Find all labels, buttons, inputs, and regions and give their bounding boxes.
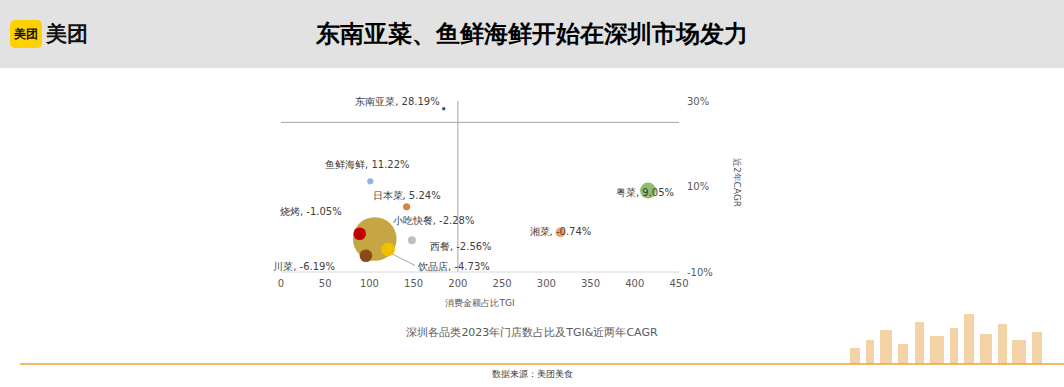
svg-text:饮品店, -4.73%: 饮品店, -4.73%	[417, 261, 490, 272]
svg-text:100: 100	[360, 278, 379, 289]
svg-text:200: 200	[448, 278, 467, 289]
svg-text:0: 0	[278, 278, 284, 289]
svg-text:150: 150	[404, 278, 423, 289]
svg-text:日本菜, 5.24%: 日本菜, 5.24%	[373, 190, 441, 201]
svg-text:10%: 10%	[687, 181, 709, 192]
svg-text:烧烤, -1.05%: 烧烤, -1.05%	[280, 206, 342, 217]
html-text:深圳各品类2023年门店数占比及TGI&近两年CAGR: 深圳各品类2023年门店数占比及TGI&近两年CAGR	[406, 326, 658, 339]
svg-text:-10%: -10%	[687, 267, 713, 278]
html-text:东南亚菜、鱼鲜海鲜开始在深圳市场发力: 东南亚菜、鱼鲜海鲜开始在深圳市场发力	[316, 20, 748, 48]
svg-text:湘菜, -0.74%: 湘菜, -0.74%	[530, 226, 592, 237]
html-text:美团 美团: 美团 美团	[14, 22, 88, 46]
svg-text:东南亚菜, 28.19%: 东南亚菜, 28.19%	[355, 96, 440, 107]
svg-text:鱼鲜海鲜, 11.22%: 鱼鲜海鲜, 11.22%	[325, 159, 410, 170]
svg-text:小吃快餐, -2.28%: 小吃快餐, -2.28%	[393, 215, 475, 226]
svg-text:川菜, -6.19%: 川菜, -6.19%	[273, 261, 335, 272]
svg-text:250: 250	[493, 278, 512, 289]
svg-text:消费金额占比TGI: 消费金额占比TGI	[445, 298, 514, 308]
svg-text:400: 400	[625, 278, 644, 289]
svg-text:450: 450	[669, 278, 688, 289]
svg-text:粤菜, 9.05%: 粤菜, 9.05%	[616, 187, 674, 198]
svg-text:350: 350	[581, 278, 600, 289]
html-text:数据来源：美团美食: 数据来源：美团美食	[491, 369, 573, 379]
svg-text:西餐, -2.56%: 西餐, -2.56%	[430, 241, 492, 252]
html-text:近2年CAGR: 近2年CAGR	[731, 157, 742, 208]
svg-text:300: 300	[537, 278, 556, 289]
svg-text:50: 50	[319, 278, 332, 289]
svg-text:30%: 30%	[687, 96, 709, 107]
